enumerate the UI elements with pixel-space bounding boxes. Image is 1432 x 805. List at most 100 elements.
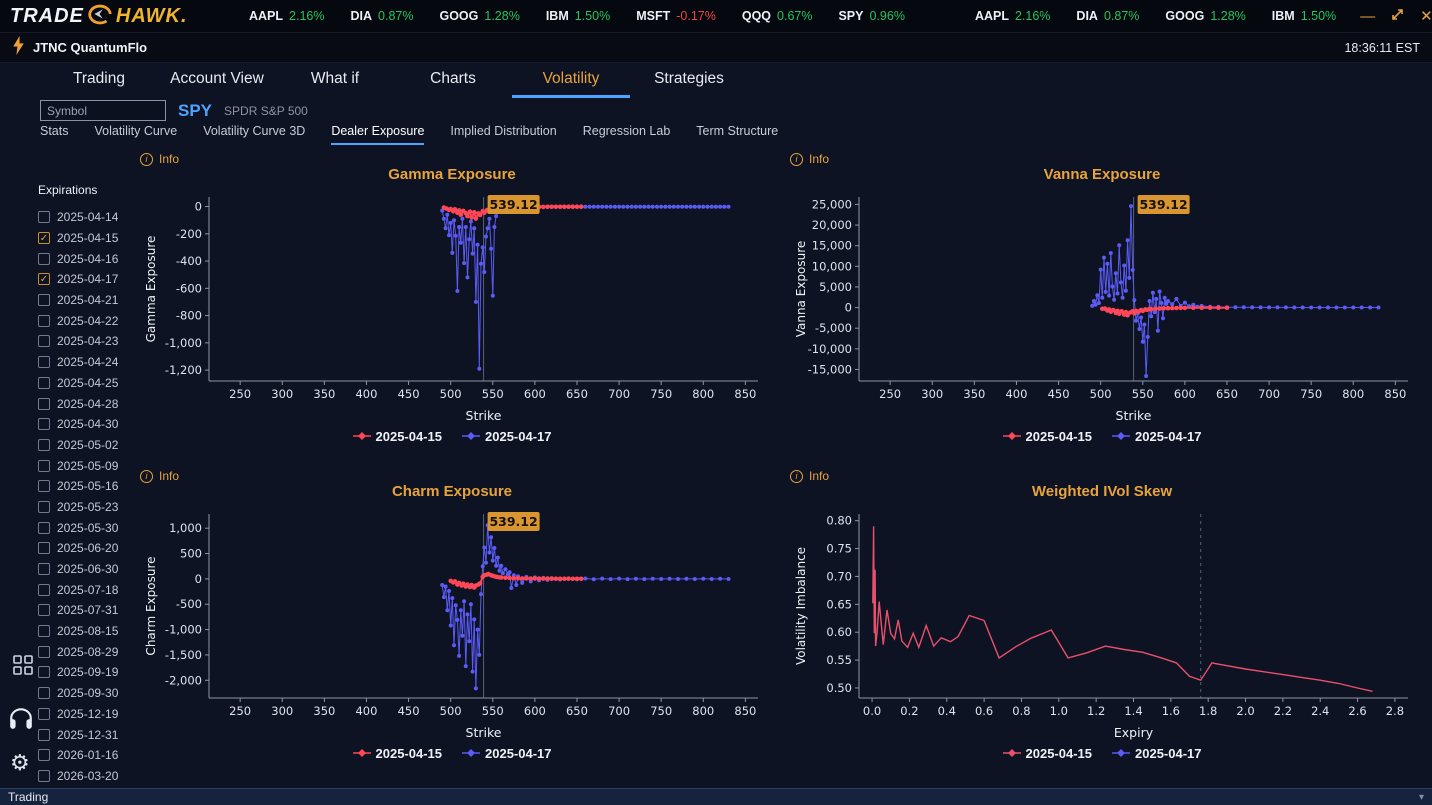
expiration-checkbox[interactable] xyxy=(38,294,50,307)
tab-volatility[interactable]: Volatility xyxy=(512,70,630,98)
legend-item[interactable]: 2025-04-15 xyxy=(352,746,442,761)
subtab-term-structure[interactable]: Term Structure xyxy=(696,124,779,138)
expiration-checkbox[interactable] xyxy=(38,521,50,534)
subtab-implied-distribution[interactable]: Implied Distribution xyxy=(450,124,557,138)
expiration-checkbox[interactable] xyxy=(38,604,50,617)
tab-trading[interactable]: Trading xyxy=(73,70,125,87)
tab-strategies[interactable]: Strategies xyxy=(654,70,724,87)
expiration-checkbox[interactable] xyxy=(38,252,50,265)
expiration-checkbox[interactable] xyxy=(38,314,50,327)
expiration-item[interactable]: 2025-09-30 xyxy=(38,683,133,704)
expiration-item[interactable]: 2025-04-24 xyxy=(38,352,133,373)
subtab-volatility-curve[interactable]: Volatility Curve xyxy=(94,124,178,138)
expiration-item[interactable]: 2025-04-30 xyxy=(38,414,133,435)
minimize-button[interactable]: — xyxy=(1360,7,1376,25)
expiration-checkbox[interactable] xyxy=(38,335,50,348)
expiration-item[interactable]: 2025-08-15 xyxy=(38,621,133,642)
svg-text:600: 600 xyxy=(524,387,546,401)
expiration-checkbox[interactable] xyxy=(38,397,50,410)
expiration-checkbox[interactable] xyxy=(38,480,50,493)
expiration-item[interactable]: 2025-04-21 xyxy=(38,290,133,311)
expiration-item[interactable]: 2025-04-28 xyxy=(38,393,133,414)
expiration-checkbox[interactable] xyxy=(38,418,50,431)
expiration-item[interactable]: 2025-04-22 xyxy=(38,310,133,331)
expiration-item[interactable]: 2025-08-29 xyxy=(38,641,133,662)
expiration-checkbox[interactable] xyxy=(38,666,50,679)
expiration-item[interactable]: 2026-01-16 xyxy=(38,745,133,766)
expiration-checkbox[interactable] xyxy=(38,542,50,555)
expiration-checkbox[interactable] xyxy=(38,687,50,700)
expiration-item[interactable]: 2025-05-09 xyxy=(38,455,133,476)
charm-exposure-chart[interactable]: 250 300 350 400 450 500 550 600 650 700 750 800 850 1… xyxy=(143,502,776,742)
expiration-item[interactable]: 2025-06-30 xyxy=(38,559,133,580)
expiration-checkbox[interactable] xyxy=(38,645,50,658)
subtab-dealer-exposure[interactable]: Dealer Exposure xyxy=(331,124,425,145)
expiration-item[interactable]: 2025-12-31 xyxy=(38,724,133,745)
expirations-panel: Expirations 2025-04-14 ✓ 2025-04-15 2025-04… xyxy=(38,183,133,786)
ticker-item: AAPL 2.16% xyxy=(975,9,1050,23)
legend-item[interactable]: 2025-04-17 xyxy=(1112,429,1202,444)
expiration-item[interactable]: 2025-09-19 xyxy=(38,662,133,683)
restore-window-button[interactable] xyxy=(1391,8,1404,24)
expiration-item[interactable]: 2025-05-30 xyxy=(38,517,133,538)
expiration-item[interactable]: 2025-05-16 xyxy=(38,476,133,497)
expiration-item[interactable]: 2025-12-19 xyxy=(38,704,133,725)
expiration-item[interactable]: 2025-07-31 xyxy=(38,600,133,621)
expiration-checkbox[interactable] xyxy=(38,438,50,451)
legend-item[interactable]: 2025-04-17 xyxy=(462,746,552,761)
subtab-regression-lab[interactable]: Regression Lab xyxy=(582,124,671,138)
expiration-checkbox[interactable] xyxy=(38,211,50,224)
expiration-checkbox[interactable] xyxy=(38,728,50,741)
expiration-checkbox[interactable]: ✓ xyxy=(38,232,50,245)
tab-what-if[interactable]: What if xyxy=(310,70,360,87)
status-bar[interactable]: Trading ▾ xyxy=(0,788,1432,805)
tab-charts[interactable]: Charts xyxy=(430,70,476,87)
expiration-item[interactable]: ✓ 2025-04-17 xyxy=(38,269,133,290)
vanna-exposure-chart[interactable]: 250 300 350 400 450 500 550 600 650 700 750 800 850 2… xyxy=(793,185,1426,425)
info-button[interactable]: i Info xyxy=(140,152,179,166)
weighted-ivol-skew-chart[interactable]: 0.0 0.2 0.4 0.6 0.8 1.0 1.2 1.4 1.6 1.8 2.0 2.2 2.4 2… xyxy=(793,502,1426,742)
expiration-checkbox[interactable] xyxy=(38,707,50,720)
info-button[interactable]: i Info xyxy=(790,469,829,483)
expiration-checkbox[interactable] xyxy=(38,356,50,369)
subtab-volatility-curve-3d[interactable]: Volatility Curve 3D xyxy=(203,124,306,138)
gamma-exposure-chart[interactable]: 250 300 350 400 450 500 550 600 650 700 750 800 850 0… xyxy=(143,185,776,425)
close-button[interactable]: ✕ xyxy=(1420,7,1432,25)
expiration-item[interactable]: 2025-04-25 xyxy=(38,373,133,394)
expiration-checkbox[interactable] xyxy=(38,625,50,638)
svg-text:0.8: 0.8 xyxy=(1012,704,1030,718)
expiration-item[interactable]: 2025-07-18 xyxy=(38,579,133,600)
info-button[interactable]: i Info xyxy=(790,152,829,166)
info-button[interactable]: i Info xyxy=(140,469,179,483)
symbol-input[interactable] xyxy=(40,100,166,121)
expiration-checkbox[interactable] xyxy=(38,376,50,389)
expiration-checkbox[interactable] xyxy=(38,769,50,782)
expiration-item[interactable]: 2026-03-20 xyxy=(38,766,133,787)
expiration-checkbox[interactable] xyxy=(38,459,50,472)
ticker-item: DIA 0.87% xyxy=(350,9,413,23)
expiration-item[interactable]: 2025-05-02 xyxy=(38,435,133,456)
expiration-checkbox[interactable] xyxy=(38,583,50,596)
legend-item[interactable]: 2025-04-17 xyxy=(1112,746,1202,761)
expiration-item[interactable]: 2025-05-23 xyxy=(38,497,133,518)
svg-text:Strike: Strike xyxy=(1116,408,1152,423)
support-headset-icon[interactable] xyxy=(8,706,34,735)
legend-item[interactable]: 2025-04-17 xyxy=(462,429,552,444)
expiration-checkbox[interactable] xyxy=(38,500,50,513)
apps-grid-icon[interactable] xyxy=(12,654,34,681)
svg-text:1.4: 1.4 xyxy=(1124,704,1142,718)
expiration-item[interactable]: 2025-06-20 xyxy=(38,538,133,559)
expiration-checkbox[interactable] xyxy=(38,749,50,762)
expiration-item[interactable]: 2025-04-14 xyxy=(38,207,133,228)
expiration-item[interactable]: 2025-04-23 xyxy=(38,331,133,352)
legend-item[interactable]: 2025-04-15 xyxy=(1002,429,1092,444)
settings-gear-icon[interactable]: ⚙ xyxy=(10,750,30,775)
legend-item[interactable]: 2025-04-15 xyxy=(352,429,442,444)
expiration-item[interactable]: ✓ 2025-04-15 xyxy=(38,228,133,249)
tab-account-view[interactable]: Account View xyxy=(170,70,264,87)
subtab-stats[interactable]: Stats xyxy=(40,124,69,138)
legend-item[interactable]: 2025-04-15 xyxy=(1002,746,1092,761)
expiration-item[interactable]: 2025-04-16 xyxy=(38,248,133,269)
expiration-checkbox[interactable]: ✓ xyxy=(38,273,50,286)
expiration-checkbox[interactable] xyxy=(38,563,50,576)
